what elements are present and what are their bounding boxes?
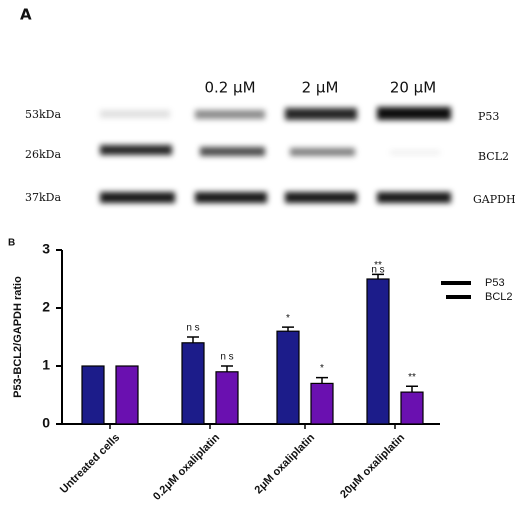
x-tick-label: 2μM oxaliplatin xyxy=(252,431,317,496)
significance-label: n s xyxy=(186,323,199,334)
y-tick-label: 2 xyxy=(42,299,50,315)
column-label: 2 μM xyxy=(302,79,339,97)
error-bar xyxy=(282,326,294,332)
y-axis-title: P53-BCL2/GAPDH ratio xyxy=(12,276,24,398)
error-bar xyxy=(221,365,233,372)
band xyxy=(377,107,451,120)
error-bar xyxy=(372,273,384,279)
band xyxy=(390,150,440,155)
x-tick-label: 20μM oxaliplatin xyxy=(338,432,407,501)
legend-label: P53 xyxy=(485,277,505,289)
x-tick-label: 0.2μM oxaliplatin xyxy=(151,431,222,502)
band xyxy=(200,147,265,156)
legend-label: BCL2 xyxy=(485,291,513,303)
error-bar xyxy=(187,336,199,343)
bar xyxy=(276,330,300,425)
bar xyxy=(81,365,105,425)
annotation: n s xyxy=(371,265,384,276)
y-tick-label: 3 xyxy=(42,241,50,257)
significance-label: * xyxy=(320,363,324,374)
band xyxy=(195,110,265,119)
panel-label: B xyxy=(8,238,15,249)
error-bar xyxy=(316,376,328,384)
band xyxy=(285,108,357,120)
significance-label: n s xyxy=(220,352,233,363)
panel-label: A xyxy=(20,6,32,24)
x-tick-label: Untreated cells xyxy=(58,432,122,496)
column-label: 0.2 μM xyxy=(204,79,255,97)
band xyxy=(377,192,451,203)
protein-label: P53 xyxy=(478,110,499,123)
band xyxy=(100,145,172,155)
error-bar xyxy=(406,385,418,393)
bar xyxy=(366,278,390,425)
size-label: 26kDa xyxy=(25,148,61,161)
column-label: 20 μM xyxy=(390,79,436,97)
bar xyxy=(400,391,424,425)
band xyxy=(290,148,355,156)
band xyxy=(285,192,357,203)
bar xyxy=(310,382,334,425)
size-label: 37kDa xyxy=(25,191,61,204)
bar xyxy=(181,342,205,425)
band xyxy=(195,192,267,203)
bar xyxy=(215,371,239,425)
significance-label: * xyxy=(286,313,290,324)
band xyxy=(100,192,175,203)
blot-bands xyxy=(100,107,451,203)
significance-label: ** xyxy=(408,372,416,383)
y-tick-label: 1 xyxy=(42,357,50,373)
y-tick-label: 0 xyxy=(42,415,50,431)
band xyxy=(100,110,170,118)
protein-label: BCL2 xyxy=(478,150,509,163)
significance-label: ** xyxy=(374,260,382,271)
bar xyxy=(115,365,139,425)
size-label: 53kDa xyxy=(25,108,61,121)
protein-label: GAPDH xyxy=(473,193,516,206)
